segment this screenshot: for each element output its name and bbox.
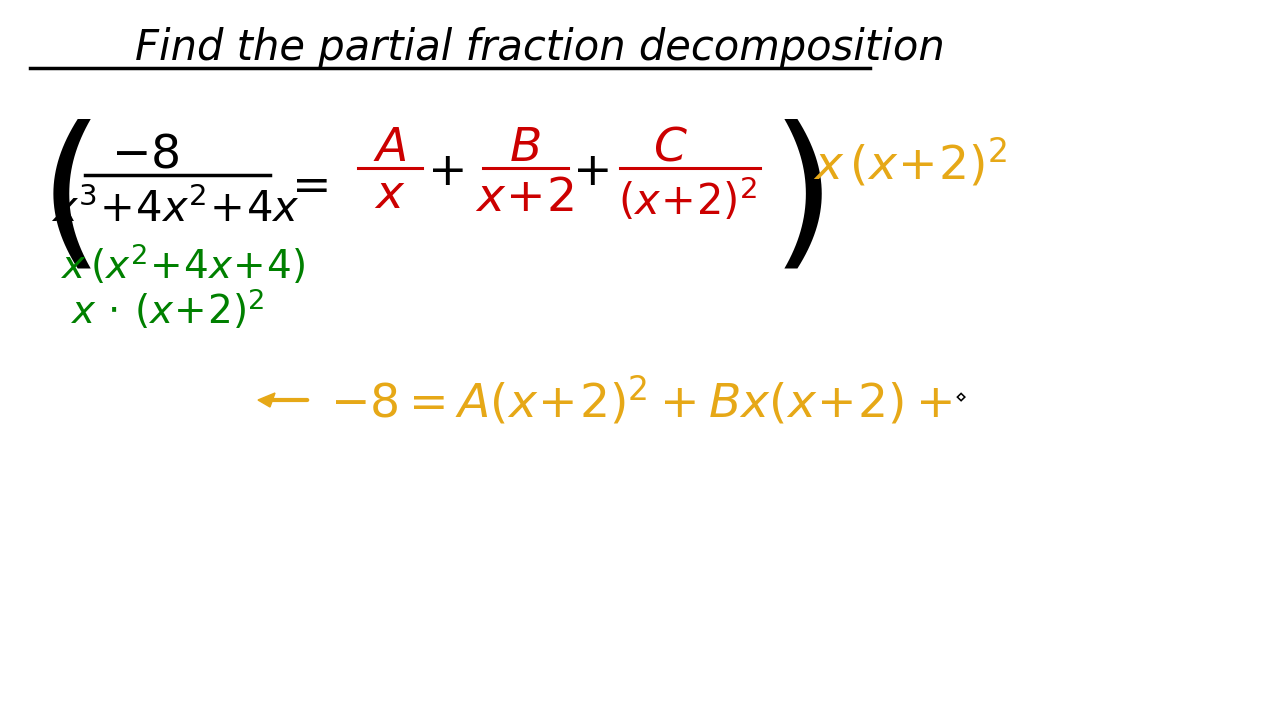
Text: $-8 = A(x\!+\!2)^2 + Bx(x\!+\!2) +$: $-8 = A(x\!+\!2)^2 + Bx(x\!+\!2) +$ <box>330 374 952 426</box>
Text: $+$: $+$ <box>572 150 608 194</box>
Text: $C$: $C$ <box>653 125 687 171</box>
Text: $A$: $A$ <box>374 125 407 171</box>
Text: $(x\!+\!2)^2$: $(x\!+\!2)^2$ <box>618 176 758 224</box>
Text: $B$: $B$ <box>509 125 540 171</box>
Text: $x\!+\!2$: $x\!+\!2$ <box>475 176 575 220</box>
Text: $($: $($ <box>38 119 92 282</box>
Text: $x\,(x^2\!+\!4x\!+\!4)$: $x\,(x^2\!+\!4x\!+\!4)$ <box>60 243 305 287</box>
Text: $x\,\cdot\,(x\!+\!2)^2$: $x\,\cdot\,(x\!+\!2)^2$ <box>70 288 264 333</box>
Text: $x\,(x\!+\!2)^2$: $x\,(x\!+\!2)^2$ <box>813 135 1007 189</box>
Text: $+$: $+$ <box>426 150 463 194</box>
Text: $\diamond$: $\diamond$ <box>954 387 966 407</box>
Text: $)$: $)$ <box>771 119 823 282</box>
Text: $=$: $=$ <box>282 163 328 207</box>
Text: Find the partial fraction decomposition: Find the partial fraction decomposition <box>136 27 945 69</box>
Text: $x$: $x$ <box>374 173 406 217</box>
Text: $x^3\!+\!4x^2\!+\!4x$: $x^3\!+\!4x^2\!+\!4x$ <box>51 189 300 231</box>
Text: $-8$: $-8$ <box>111 132 179 178</box>
Polygon shape <box>259 393 275 407</box>
